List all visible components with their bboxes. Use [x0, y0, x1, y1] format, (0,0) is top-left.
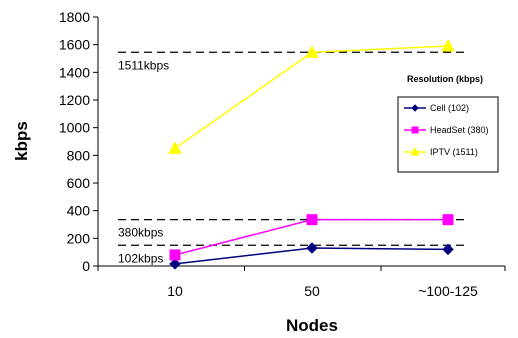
legend-swatch-marker — [411, 104, 419, 112]
series-2 — [168, 39, 455, 154]
data-point — [306, 214, 318, 226]
legend-swatch-marker — [411, 126, 419, 134]
x-tick-label: 50 — [304, 283, 320, 299]
data-point — [169, 249, 181, 261]
data-point — [168, 141, 182, 154]
y-tick-label: 400 — [67, 203, 91, 219]
legend-item: Cell (102) — [404, 103, 469, 113]
data-point — [305, 45, 319, 58]
data-point — [442, 214, 454, 226]
data-point — [442, 243, 454, 256]
y-tick-label: 0 — [82, 258, 90, 274]
reference-line-label: 380kbps — [118, 226, 163, 240]
reference-line-label: 102kbps — [118, 251, 163, 265]
legend-items: Cell (102) HeadSet (380) IPTV (1511) — [404, 103, 489, 157]
legend-item: IPTV (1511) — [404, 146, 478, 157]
y-axis-ticks: 0 200 400 600 800 1000 1200 1400 1600 1800 — [59, 9, 98, 274]
y-tick-label: 1800 — [59, 9, 90, 25]
y-tick-label: 600 — [67, 175, 91, 191]
y-tick-label: 1400 — [59, 64, 90, 80]
y-tick-label: 1200 — [59, 92, 90, 108]
y-axis-title: kbps — [12, 121, 31, 161]
x-axis-title: Nodes — [286, 316, 338, 335]
legend: Resolution (kbps) Cell (102) HeadSet (380… — [397, 74, 499, 173]
axes — [97, 17, 505, 267]
series-0 — [169, 242, 454, 270]
reference-line-label: 1511kbps — [118, 58, 169, 72]
legend-title: Resolution (kbps) — [407, 74, 483, 84]
x-tick-label: ~100-125 — [418, 283, 478, 299]
y-tick-label: 1600 — [59, 37, 90, 53]
data-point — [169, 258, 181, 270]
legend-swatch-marker — [410, 146, 420, 156]
series-group — [168, 39, 455, 270]
legend-label: IPTV (1511) — [430, 147, 478, 157]
y-tick-label: 1000 — [59, 120, 90, 136]
legend-item: HeadSet (380) — [404, 125, 489, 135]
y-tick-label: 800 — [67, 147, 91, 163]
y-tick-label: 200 — [67, 230, 91, 246]
x-tick-label: 10 — [167, 283, 183, 299]
data-point — [306, 242, 318, 254]
x-axis-ticks: 10 50 ~100-125 — [97, 266, 506, 299]
legend-label: HeadSet (380) — [430, 125, 489, 135]
data-point — [441, 39, 455, 52]
series-1 — [169, 214, 454, 261]
legend-label: Cell (102) — [430, 103, 469, 113]
